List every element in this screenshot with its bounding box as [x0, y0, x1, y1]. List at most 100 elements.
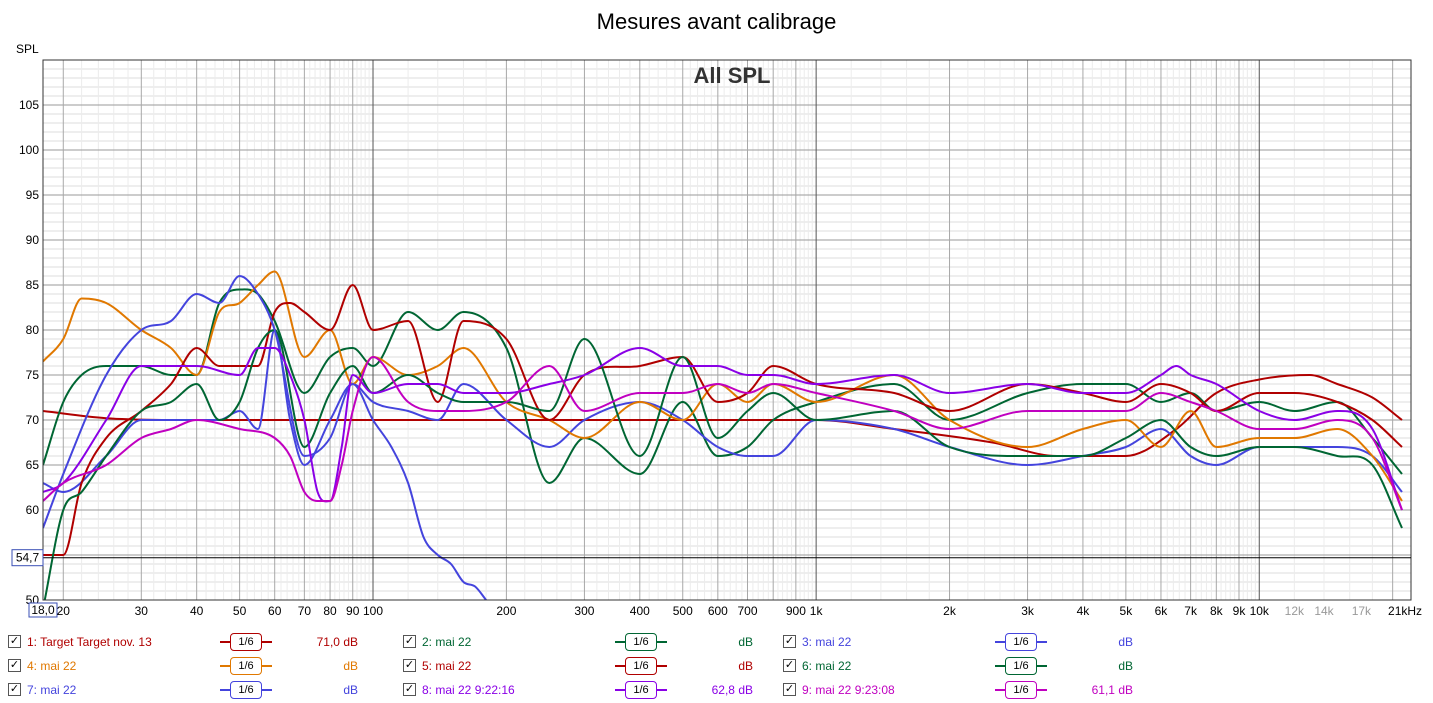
legend-checkbox[interactable]: ✓ [8, 635, 21, 648]
smoothing-label: 1/6 [625, 657, 657, 675]
smoothing-button[interactable]: 1/6 [995, 681, 1047, 699]
x-tick-label: 200 [496, 604, 516, 618]
x-tick-label: 2k [943, 604, 957, 618]
x-tick-label: 600 [708, 604, 728, 618]
smoothing-button[interactable]: 1/6 [615, 681, 667, 699]
x-tick-label: 90 [346, 604, 360, 618]
x-tick-label: 80 [323, 604, 337, 618]
smoothing-button[interactable]: 1/6 [995, 633, 1047, 651]
y-tick-label: 80 [26, 323, 40, 337]
legend-label: 7: mai 22 [27, 683, 77, 697]
legend-entry-9[interactable]: ✓ 9: mai 22 9:23:08 1/6 61,1 dB [775, 680, 1155, 700]
y-tick-label: 105 [19, 98, 39, 112]
series-line-4 [43, 270, 1403, 502]
x-tick-label: 21kHz [1388, 604, 1422, 618]
legend-checkbox[interactable]: ✓ [783, 683, 796, 696]
x-tick-label: 60 [268, 604, 282, 618]
legend-value: 61,1 dB [1091, 683, 1133, 697]
y-tick-label: 70 [26, 413, 40, 427]
smoothing-label: 1/6 [1005, 633, 1037, 651]
legend-label: 3: mai 22 [802, 635, 852, 649]
legend-entry-4[interactable]: ✓ 4: mai 22 1/6 dB [0, 656, 380, 676]
legend-value: dB [1118, 635, 1133, 649]
x-tick-label: 20 [57, 604, 71, 618]
legend-value: 62,8 dB [711, 683, 753, 697]
legend-checkbox[interactable]: ✓ [403, 635, 416, 648]
x-tick-label: 4k [1077, 604, 1091, 618]
x-tick-label: 17k [1352, 604, 1372, 618]
legend-entry-5[interactable]: ✓ 5: mai 22 1/6 dB [395, 656, 775, 676]
y-tick-label: 95 [26, 188, 40, 202]
legend-value: 71,0 dB [316, 635, 358, 649]
y-tick-label: 65 [26, 458, 40, 472]
x-tick-label: 14k [1314, 604, 1334, 618]
smoothing-label: 1/6 [1005, 657, 1037, 675]
x-tick-label: 100 [363, 604, 383, 618]
legend-value: dB [1118, 659, 1133, 673]
legend-entry-7[interactable]: ✓ 7: mai 22 1/6 dB [0, 680, 380, 700]
smoothing-button[interactable]: 1/6 [995, 657, 1047, 675]
y-axis-label: SPL [16, 42, 39, 56]
legend-value: dB [738, 635, 753, 649]
smoothing-button[interactable]: 1/6 [220, 681, 272, 699]
marker-label-box [11, 549, 44, 567]
legend-entry-8[interactable]: ✓ 8: mai 22 9:22:16 1/6 62,8 dB [395, 680, 775, 700]
x-tick-label: 12k [1285, 604, 1305, 618]
x-tick-label: 40 [190, 604, 204, 618]
x-tick-labels: 18,0 20 30 40 50 60 70 80 90 100 200 300 400 500 600 70… [28, 602, 1422, 618]
legend-checkbox[interactable]: ✓ [403, 683, 416, 696]
x-tick-label: 1k [810, 604, 824, 618]
x-tick-label: 6k [1155, 604, 1169, 618]
x-tick-label: 7k [1184, 604, 1198, 618]
y-tick-label: 90 [26, 233, 40, 247]
x-tick-label: 3k [1021, 604, 1035, 618]
legend-label: 4: mai 22 [27, 659, 77, 673]
series-line-1 [43, 374, 1403, 458]
series-line-8 [43, 347, 1403, 511]
legend-entry-1[interactable]: ✓ 1: Target Target nov. 13 1/6 71,0 dB [0, 632, 380, 652]
legend-value: dB [343, 659, 358, 673]
legend-label: 9: mai 22 9:23:08 [802, 683, 895, 697]
legend-entry-3[interactable]: ✓ 3: mai 22 1/6 dB [775, 632, 1155, 652]
x-tick-label: 900 [786, 604, 806, 618]
x-tick-label: 70 [298, 604, 312, 618]
legend-checkbox[interactable]: ✓ [403, 659, 416, 672]
y-tick-label: 60 [26, 503, 40, 517]
x-tick-label: 500 [673, 604, 693, 618]
legend-label: 8: mai 22 9:22:16 [422, 683, 515, 697]
legend-entry-6[interactable]: ✓ 6: mai 22 1/6 dB [775, 656, 1155, 676]
smoothing-label: 1/6 [625, 681, 657, 699]
y-tick-label: 75 [26, 368, 40, 382]
legend-entry-2[interactable]: ✓ 2: mai 22 1/6 dB [395, 632, 775, 652]
spl-chart[interactable]: All SPL 50556065707580859095100105 18,02… [0, 0, 1433, 620]
smoothing-button[interactable]: 1/6 [615, 633, 667, 651]
legend-checkbox[interactable]: ✓ [783, 635, 796, 648]
smoothing-button[interactable]: 1/6 [615, 657, 667, 675]
series-line-6 [43, 329, 1403, 600]
smoothing-button[interactable]: 1/6 [220, 633, 272, 651]
level-marker[interactable]: 54,7 [11, 549, 1411, 567]
smoothing-label: 1/6 [230, 633, 262, 651]
plot-frame [42, 59, 1412, 601]
chart-inner-title: All SPL [693, 63, 770, 88]
x-tick-label: 400 [630, 604, 650, 618]
legend-value: dB [738, 659, 753, 673]
x-tick-label: 30 [135, 604, 149, 618]
smoothing-label: 1/6 [230, 681, 262, 699]
legend-label: 6: mai 22 [802, 659, 852, 673]
x-tick-label: 9k [1233, 604, 1247, 618]
legend-checkbox[interactable]: ✓ [783, 659, 796, 672]
marker-label: 54,7 [16, 551, 40, 565]
legend-checkbox[interactable]: ✓ [8, 659, 21, 672]
series-line-5 [43, 284, 1403, 556]
legend-checkbox[interactable]: ✓ [8, 683, 21, 696]
smoothing-label: 1/6 [1005, 681, 1037, 699]
y-tick-labels: 50556065707580859095100105 [19, 98, 39, 607]
series-line-3 [43, 329, 1403, 493]
x-tick-label: 300 [574, 604, 594, 618]
legend-label: 1: Target Target nov. 13 [27, 635, 152, 649]
smoothing-button[interactable]: 1/6 [220, 657, 272, 675]
legend-value: dB [343, 683, 358, 697]
legend-label: 2: mai 22 [422, 635, 472, 649]
smoothing-label: 1/6 [625, 633, 657, 651]
